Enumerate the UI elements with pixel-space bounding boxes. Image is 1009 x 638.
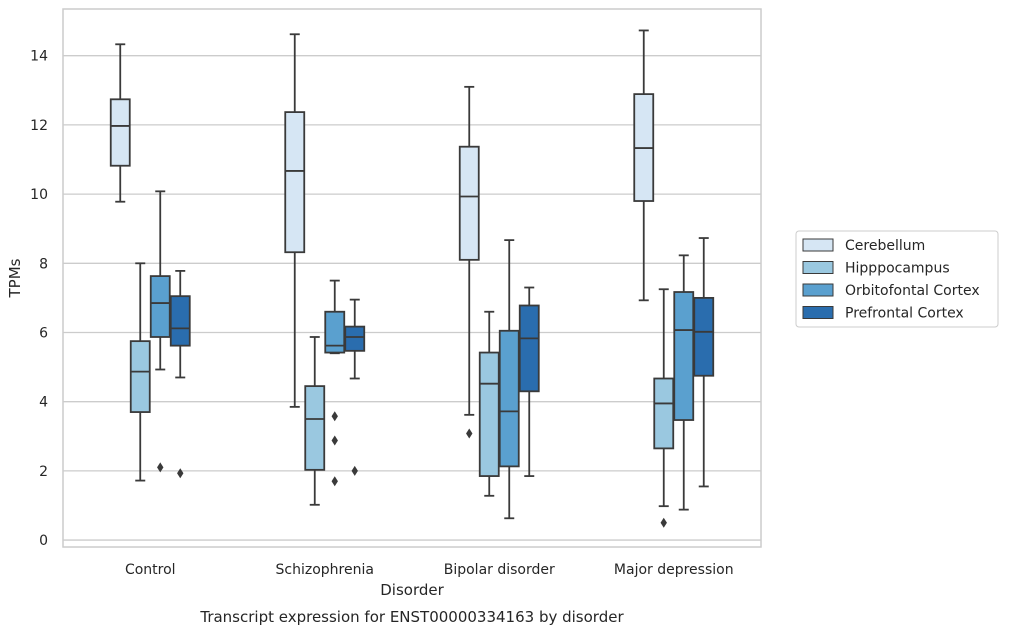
- y-tick-label: 4: [39, 395, 48, 411]
- legend-label: Prefrontal Cortex: [845, 306, 964, 322]
- plot-frame: [62, 8, 762, 548]
- chart-caption: Transcript expression for ENST0000033416…: [199, 608, 624, 626]
- box-group: [129, 262, 151, 482]
- box-group: [304, 336, 326, 506]
- boxes-layer: [109, 29, 715, 528]
- legend-label: Hipppocampus: [845, 261, 950, 277]
- y-tick-label: 14: [30, 49, 48, 65]
- box-iqr: [693, 296, 715, 377]
- y-tick-label: 8: [39, 256, 48, 272]
- box-iqr: [129, 340, 151, 413]
- x-tick-labels: Control Schizophrenia Bipolar disorder Majo…: [125, 562, 734, 578]
- box-group: [284, 33, 306, 408]
- box-iqr: [324, 310, 346, 354]
- outlier-point: [331, 476, 338, 487]
- box-iqr: [653, 377, 675, 450]
- box-group: [169, 270, 191, 479]
- box-group: [673, 254, 695, 511]
- x-tick-label: Control: [125, 562, 176, 578]
- box-iqr: [109, 98, 131, 167]
- legend-items: Cerebellum Hipppocampus Orbitofontal Corte…: [802, 238, 980, 322]
- box-iqr: [284, 111, 306, 254]
- box-group: [344, 298, 366, 476]
- box-group: [633, 29, 655, 302]
- legend-label: Cerebellum: [845, 238, 925, 254]
- x-tick-label: Major depression: [614, 562, 734, 578]
- box-group: [458, 85, 480, 439]
- box-iqr: [498, 329, 520, 468]
- box-group: [518, 286, 540, 477]
- legend-frame: [795, 230, 999, 328]
- outlier-point: [157, 462, 164, 473]
- box-group: [653, 288, 675, 528]
- legend-label: Orbitofontal Cortex: [845, 283, 980, 299]
- x-tick-label: Bipolar disorder: [444, 562, 555, 578]
- box-iqr: [304, 385, 326, 471]
- x-tick-label: Schizophrenia: [276, 562, 374, 578]
- outlier-point: [660, 517, 667, 528]
- box-group: [149, 190, 171, 473]
- box-iqr: [149, 275, 171, 338]
- y-axis-label: TPMs: [6, 258, 24, 298]
- box-group: [498, 239, 520, 520]
- box-group: [478, 310, 500, 497]
- outlier-point: [466, 428, 473, 439]
- legend-swatch: [802, 306, 834, 319]
- outlier-point: [177, 468, 184, 479]
- y-tick-label: 10: [30, 187, 48, 203]
- box-iqr: [518, 304, 540, 393]
- y-tick-labels: 0 2 4 6 8 10 12 14: [30, 49, 48, 549]
- y-tick-label: 12: [30, 118, 48, 134]
- x-axis-label: Disorder: [380, 581, 444, 599]
- box-iqr: [344, 325, 366, 352]
- legend: Cerebellum Hipppocampus Orbitofontal Corte…: [795, 230, 999, 328]
- box-group: [324, 279, 346, 487]
- y-tick-label: 0: [39, 533, 48, 549]
- outlier-point: [331, 411, 338, 422]
- outlier-point: [351, 465, 358, 476]
- legend-swatch: [802, 283, 834, 297]
- box-iqr: [478, 351, 500, 477]
- y-tick-label: 6: [39, 325, 48, 341]
- y-tick-label: 2: [39, 464, 48, 480]
- legend-swatch: [802, 261, 834, 274]
- box-iqr: [458, 145, 480, 261]
- outlier-point: [331, 435, 338, 446]
- legend-swatch: [802, 238, 834, 252]
- box-iqr: [673, 291, 695, 421]
- box-group: [109, 43, 131, 203]
- box-iqr: [169, 295, 191, 347]
- box-group: [693, 237, 715, 488]
